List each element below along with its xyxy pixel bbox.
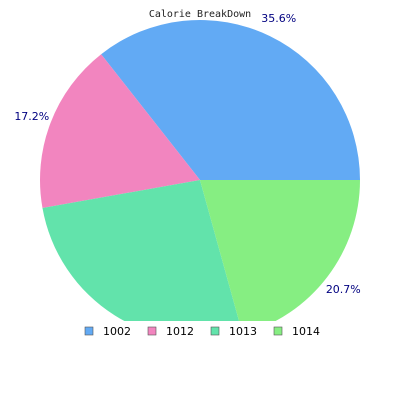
legend-label-1012: 1012 xyxy=(166,325,194,338)
chart-title: Calorie BreakDown xyxy=(149,9,251,20)
data-label-1002: 35.6% xyxy=(261,12,296,25)
legend-label-1002: 1002 xyxy=(103,325,131,338)
chart-legend: 1002 1012 1013 1014 xyxy=(84,325,320,338)
pie-slices xyxy=(39,19,360,321)
legend-swatch-1012 xyxy=(147,326,157,336)
legend-label-1013: 1013 xyxy=(229,325,257,338)
pie-slice-1013 xyxy=(42,180,240,321)
data-label-1012: 17.2% xyxy=(14,110,49,123)
legend-label-1014: 1014 xyxy=(292,325,320,338)
pie-slice-1002 xyxy=(101,19,360,180)
legend-swatch-1013 xyxy=(210,326,220,336)
pie-data-labels: 35.6% 17.2% 20.7% xyxy=(14,12,360,296)
data-label-1014: 20.7% xyxy=(326,283,361,296)
legend-swatch-1002 xyxy=(84,326,94,336)
pie-slice-1012 xyxy=(39,54,201,208)
pie-slice-1014 xyxy=(200,180,360,321)
legend-swatch-1014 xyxy=(273,326,283,336)
